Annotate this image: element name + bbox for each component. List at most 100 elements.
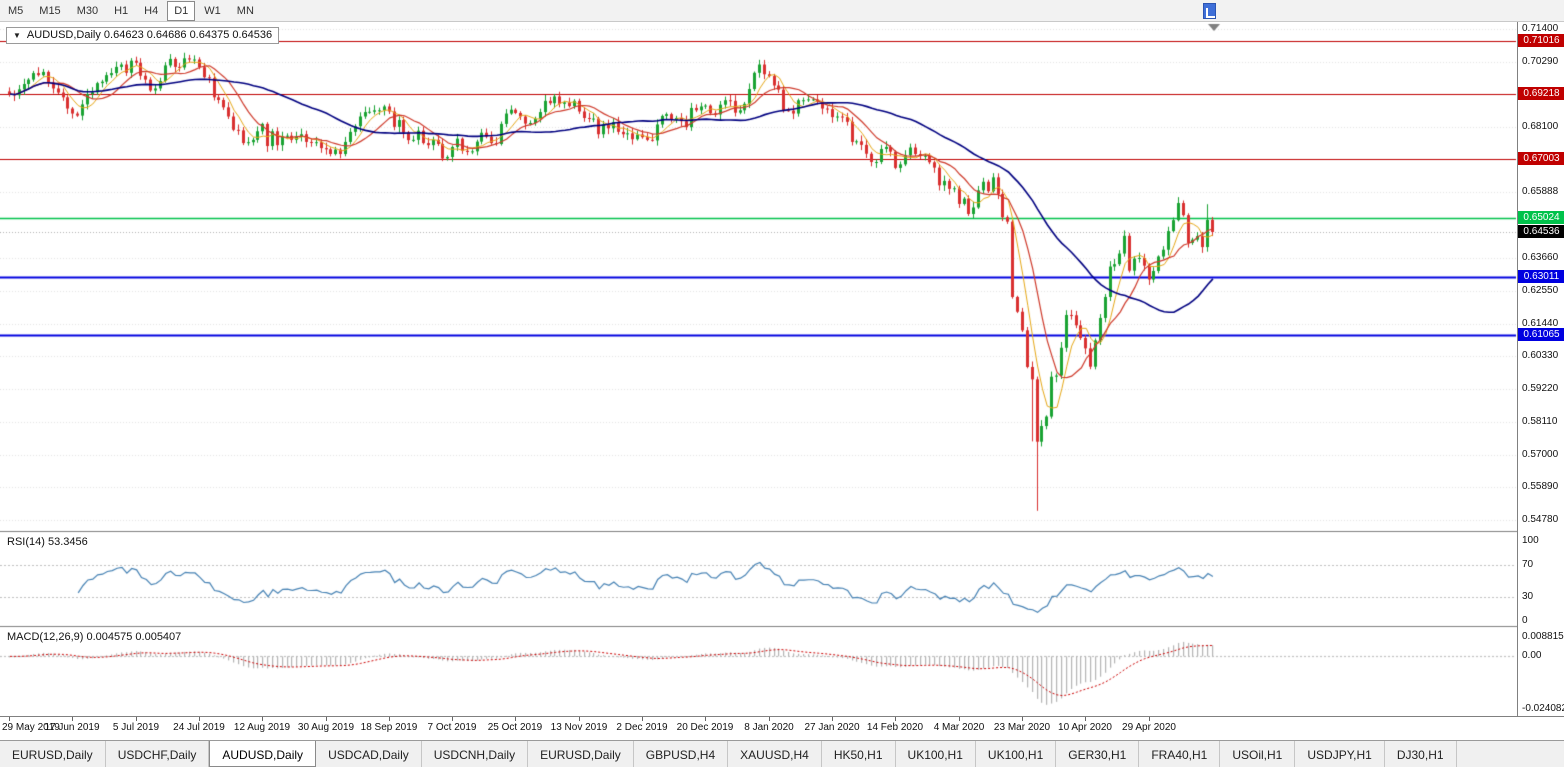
macd-scale-label: 0.00	[1522, 650, 1542, 661]
time-axis-tick	[1022, 717, 1023, 721]
chart-title-overlay: ▼ AUDUSD,Daily 0.64623 0.64686 0.64375 0…	[6, 27, 280, 44]
timeframe-button-W1[interactable]: W1	[197, 1, 228, 21]
time-axis-label: 4 Mar 2020	[933, 722, 985, 733]
chart-tab-USDCAD-Daily[interactable]: USDCAD,Daily	[316, 741, 422, 767]
time-axis-label: 10 Apr 2020	[1058, 722, 1112, 733]
time-axis[interactable]: 29 May 2019 17 Jun 2019 5 Jul 2019 24 Jul 2…	[0, 716, 1564, 740]
chart-tab-EURUSD-Daily[interactable]: EURUSD,Daily	[0, 741, 106, 767]
timeframe-button-MN[interactable]: MN	[230, 1, 261, 21]
price-level-badge: 0.67003	[1518, 152, 1564, 165]
chart-tab-GER30-H1[interactable]: GER30,H1	[1056, 741, 1140, 767]
time-axis-tick	[326, 717, 327, 721]
chart-tab-USDCHF-Daily[interactable]: USDCHF,Daily	[106, 741, 210, 767]
time-axis-tick	[959, 717, 960, 721]
timeframe-toolbar: M5 M15 M30 H1 H4 D1 W1 MN	[0, 0, 1564, 22]
time-axis-label: 27 Jan 2020	[804, 722, 860, 733]
time-axis-label: 24 Jul 2019	[173, 722, 225, 733]
chart-tab-HK50-H1[interactable]: HK50,H1	[822, 741, 896, 767]
time-axis-tick	[579, 717, 580, 721]
chart-tab-USDCNH-Daily[interactable]: USDCNH,Daily	[422, 741, 529, 767]
time-axis-label: 12 Aug 2019	[233, 722, 291, 733]
time-axis-tick	[9, 717, 10, 721]
time-axis-tick	[895, 717, 896, 721]
chart-tab-USDJPY-H1[interactable]: USDJPY,H1	[1295, 741, 1385, 767]
price-scale-label: 0.63660	[1522, 252, 1559, 263]
time-axis-tick	[1085, 717, 1086, 721]
chart-tab-USOil-H1[interactable]: USOil,H1	[1220, 741, 1296, 767]
timeframe-button-M30[interactable]: M30	[70, 1, 105, 21]
chart-tab-FRA40-H1[interactable]: FRA40,H1	[1139, 741, 1221, 767]
time-axis-label: 20 Dec 2019	[676, 722, 734, 733]
rsi-scale-label: 70	[1522, 559, 1534, 570]
time-axis-label: 23 Mar 2020	[993, 722, 1051, 733]
time-axis-tick	[199, 717, 200, 721]
timeframe-button-M15[interactable]: M15	[32, 1, 67, 21]
time-axis-tick	[452, 717, 453, 721]
price-scale-label: 0.60330	[1522, 350, 1559, 361]
time-axis-label: 29 Apr 2020	[1122, 722, 1176, 733]
time-axis-label: 13 Nov 2019	[550, 722, 608, 733]
price-scale-label: 0.70290	[1522, 56, 1559, 67]
symbol-ohlc-text: AUDUSD,Daily 0.64623 0.64686 0.64375 0.6…	[26, 29, 273, 41]
price-scale-label: 0.59220	[1522, 383, 1559, 394]
time-axis-label: 7 Oct 2019	[427, 722, 477, 733]
rsi-indicator-label: RSI(14) 53.3456	[7, 536, 88, 548]
time-axis-label: 2 Dec 2019	[616, 722, 668, 733]
time-axis-tick	[72, 717, 73, 721]
timeframe-button-D1[interactable]: D1	[167, 0, 196, 21]
price-scale-label: 0.57000	[1522, 449, 1559, 460]
price-scale-label: 0.68100	[1522, 121, 1559, 132]
price-level-badge: 0.65024	[1518, 211, 1564, 224]
chart-tab-EURUSD-Daily[interactable]: EURUSD,Daily	[528, 741, 634, 767]
time-axis-tick	[769, 717, 770, 721]
rsi-scale-label: 0	[1522, 615, 1528, 626]
timeframe-button-H1[interactable]: H1	[107, 1, 135, 21]
chart-tabs-bar: EURUSD,Daily USDCHF,Daily AUDUSD,Daily USDC…	[0, 740, 1564, 767]
price-level-badge: 0.61065	[1518, 328, 1564, 341]
time-axis-tick	[136, 717, 137, 721]
time-axis-label: 8 Jan 2020	[744, 722, 794, 733]
chart-tab-XAUUSD-H4[interactable]: XAUUSD,H4	[728, 741, 822, 767]
price-scale-label: 0.58110	[1522, 416, 1558, 427]
symbol-dropdown-icon[interactable]: ▼	[13, 30, 21, 40]
price-scale-label: 0.61440	[1522, 318, 1559, 329]
chart-tab-GBPUSD-H4[interactable]: GBPUSD,H4	[634, 741, 729, 767]
timeframe-button-M5[interactable]: M5	[1, 1, 30, 21]
price-scale-label: 0.54780	[1522, 514, 1559, 525]
chart-tab-UK100-H1[interactable]: UK100,H1	[976, 741, 1057, 767]
chart-tab-DJ30-H1[interactable]: DJ30,H1	[1385, 741, 1457, 767]
macd-scale-label: -0.024082	[1522, 703, 1564, 714]
price-scale-label: 0.62550	[1522, 285, 1559, 296]
time-axis-label: 5 Jul 2019	[112, 722, 160, 733]
rsi-scale-label: 30	[1522, 591, 1534, 602]
chart-tab-UK100-H1[interactable]: UK100,H1	[896, 741, 976, 767]
time-axis-tick	[515, 717, 516, 721]
price-scale[interactable]: 0.71400 0.70290 0.68100 0.65888 0.63660 0.625…	[1517, 22, 1564, 716]
macd-indicator-label: MACD(12,26,9) 0.004575 0.005407	[7, 631, 182, 643]
time-axis-tick	[262, 717, 263, 721]
price-level-badge: 0.71016	[1518, 34, 1564, 47]
time-axis-tick	[832, 717, 833, 721]
price-level-badge: 0.63011	[1518, 270, 1564, 283]
time-axis-tick	[389, 717, 390, 721]
time-axis-label: 14 Feb 2020	[866, 722, 924, 733]
time-axis-label: 29 May 2019	[2, 722, 60, 733]
time-axis-label: 25 Oct 2019	[487, 722, 543, 733]
time-axis-label: 18 Sep 2019	[360, 722, 418, 733]
price-scale-label: 0.65888	[1522, 186, 1559, 197]
current-price-badge: 0.64536	[1518, 225, 1564, 238]
chart-tool-icon[interactable]	[1203, 3, 1216, 19]
timeframe-button-H4[interactable]: H4	[137, 1, 165, 21]
price-scale-label: 0.55890	[1522, 481, 1559, 492]
chart-tab-AUDUSD-Daily[interactable]: AUDUSD,Daily	[209, 741, 317, 767]
macd-scale-label: 0.008815	[1522, 631, 1564, 642]
time-axis-tick	[1149, 717, 1150, 721]
time-axis-tick	[705, 717, 706, 721]
rsi-scale-label: 100	[1522, 535, 1539, 546]
price-level-badge: 0.69218	[1518, 87, 1564, 100]
time-axis-label: 30 Aug 2019	[297, 722, 355, 733]
price-scale-label: 0.71400	[1522, 23, 1559, 34]
time-axis-tick	[642, 717, 643, 721]
